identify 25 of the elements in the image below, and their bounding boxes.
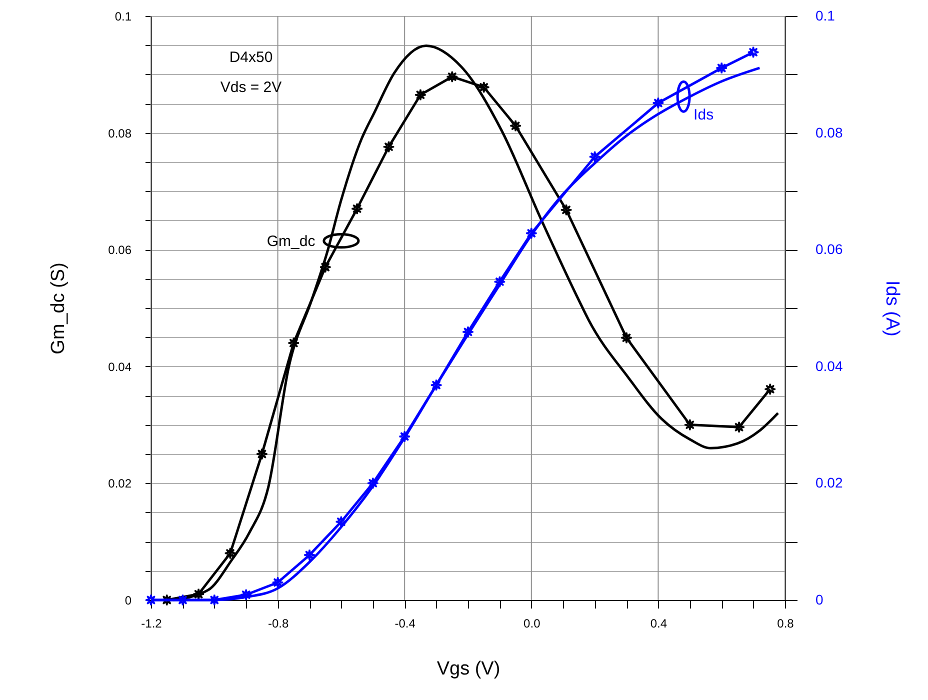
annotation: Ids [694, 106, 714, 124]
y2-tick-label: 0 [816, 592, 824, 608]
y-tick-label: 0 [124, 594, 132, 608]
y2-tick-label: 0.06 [816, 241, 843, 258]
y-tick-label: 0.04 [108, 360, 132, 374]
y2-axis-title: Ids (A) [882, 280, 903, 336]
annotation: Vds = 2V [220, 79, 282, 96]
y-tick-label: 0.06 [108, 243, 132, 258]
x-tick-label: 0.0 [524, 616, 541, 630]
x-tick-label: -1.2 [141, 616, 162, 630]
x-tick-label: 0.8 [777, 616, 794, 630]
y2-tick-label: 0.08 [816, 124, 843, 140]
x-axis-title: Vgs (V) [436, 658, 500, 680]
x-tick-label: -0.8 [268, 616, 289, 630]
x-tick-label: -0.4 [394, 616, 416, 630]
annotation: D4x50 [229, 49, 273, 66]
y2-tick-label: 0.04 [816, 358, 843, 374]
y2-tick-label: 0.1 [816, 8, 836, 24]
x-tick-label: 0.4 [650, 616, 668, 630]
y-tick-label: 0.08 [108, 126, 132, 140]
y2-tick-label: 0.02 [816, 474, 843, 491]
y-tick-label: 0.1 [114, 10, 132, 24]
y-tick-label: 0.02 [108, 476, 132, 491]
y-axis-title: Gm_dc (S) [48, 262, 70, 354]
annotation: Gm_dc [266, 232, 316, 250]
